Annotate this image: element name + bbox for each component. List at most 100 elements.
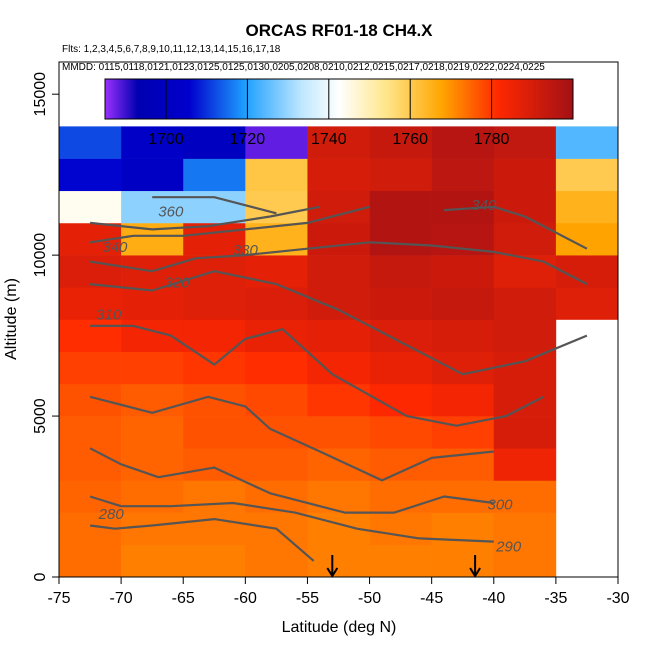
heatmap-cell [369, 351, 432, 385]
heatmap-cell [493, 544, 557, 578]
heatmap-cell [307, 287, 370, 320]
heatmap-cell [183, 126, 246, 159]
x-tick-label: -40 [482, 590, 505, 607]
heatmap-cell [369, 448, 432, 481]
heatmap-cell [555, 255, 619, 288]
x-tick-label: -75 [47, 590, 70, 607]
heatmap-cells [59, 126, 619, 578]
heatmap-cell [369, 319, 432, 352]
heatmap-cell [493, 190, 557, 224]
heatmap-cell [245, 158, 308, 192]
heatmap-cell [121, 480, 184, 513]
heatmap-cell [59, 319, 122, 352]
heatmap-cell [493, 158, 557, 192]
colorbar: 1700 1720 1740 1760 1780 [104, 78, 574, 148]
contour-line-290 [89, 495, 494, 543]
heatmap-cell [493, 480, 557, 513]
dates-line: MMDD: 0115,0118,0121,0123,0125,0125,0130… [62, 62, 545, 73]
heatmap-cell [369, 512, 432, 546]
heatmap-cell [431, 319, 495, 352]
contour-label: 320 [164, 274, 190, 291]
heatmap-cell [369, 255, 432, 288]
contour-line-310 [89, 395, 494, 482]
heatmap-cell [307, 255, 370, 288]
arrow-head [469, 567, 481, 578]
heatmap-cell [369, 158, 432, 192]
heatmap-cell [183, 287, 246, 320]
heatmap-cell [59, 448, 122, 481]
heatmap-cell [493, 319, 557, 352]
heatmap-cell [59, 287, 122, 320]
x-tick-label: -60 [234, 590, 257, 607]
heatmap-cell [555, 190, 619, 224]
heatmap-cell [307, 416, 370, 449]
x-tick-label: -45 [420, 590, 443, 607]
markers [326, 555, 481, 578]
contour-labels: 360 340 330 320 310 340 300 290 280 [96, 197, 522, 555]
heatmap-cell [59, 158, 122, 192]
heatmap-cell [245, 351, 308, 385]
y-tick-label: 15000 [32, 72, 49, 117]
heatmap-cell [307, 319, 370, 352]
heatmap-cell [307, 222, 370, 256]
heatmap-cell [121, 126, 184, 159]
heatmap-cell [59, 351, 122, 385]
contour-line-360 [152, 196, 277, 215]
contour-label: 340 [102, 239, 128, 256]
heatmap-cell [493, 287, 557, 320]
x-tick-label: -50 [358, 590, 381, 607]
contour-label: 340 [471, 197, 497, 214]
down-arrow-icon [326, 555, 339, 578]
heatmap-cell [555, 287, 619, 320]
heatmap-cell [183, 190, 246, 224]
heatmap-cell [493, 512, 557, 546]
heatmap-cell [183, 448, 246, 481]
colorbar-tick-label: 1720 [230, 131, 266, 148]
heatmap-cell [245, 126, 308, 159]
flights-line: Flts: 1,2,3,4,5,6,7,8,9,10,11,12,13,14,1… [62, 44, 281, 55]
heatmap-cell [431, 255, 495, 288]
heatmap-cell [431, 158, 495, 192]
heatmap-cell [183, 222, 246, 256]
heatmap-cell [493, 351, 557, 385]
contour-lines [89, 196, 588, 562]
heatmap-cell [121, 351, 184, 385]
heatmap-cell [245, 383, 308, 417]
y-tick-label: 5000 [32, 398, 49, 434]
x-tick-label: -30 [606, 590, 629, 607]
heatmap-cell [59, 126, 122, 159]
contour-line-280 [89, 517, 315, 562]
heatmap-cell [493, 448, 557, 481]
heatmap-cell [431, 126, 495, 159]
heatmap-cell [431, 351, 495, 385]
heatmap-cell [369, 287, 432, 320]
heatmap-cell [121, 512, 184, 546]
colorbar-tick-label: 1740 [311, 131, 347, 148]
heatmap-cell [245, 255, 308, 288]
heatmap-cell [121, 544, 184, 578]
heatmap-cell [59, 255, 122, 288]
heatmap-cell [121, 383, 184, 417]
contour-label: 300 [487, 496, 513, 513]
heatmap-cell [59, 416, 122, 449]
contour-label: 360 [158, 204, 184, 221]
x-axis-label: Latitude (deg N) [282, 619, 397, 636]
x-tick-label: -55 [296, 590, 319, 607]
contour-line-310 [90, 324, 545, 427]
contour-line-340 [444, 205, 588, 250]
heatmap-cell [555, 158, 619, 192]
heatmap-cell [121, 416, 184, 449]
y-tick-label: 10000 [32, 233, 49, 278]
heatmap-cell [307, 480, 370, 513]
x-tick-label: -35 [544, 590, 567, 607]
heatmap-cell [183, 158, 246, 192]
heatmap-cell [245, 544, 308, 578]
heatmap-cell [493, 383, 557, 417]
heatmap-cell [369, 222, 432, 256]
heatmap-cell [307, 351, 370, 385]
contour-line-340 [89, 205, 370, 244]
arrow-head [326, 567, 339, 578]
heatmap-cell [183, 512, 246, 546]
